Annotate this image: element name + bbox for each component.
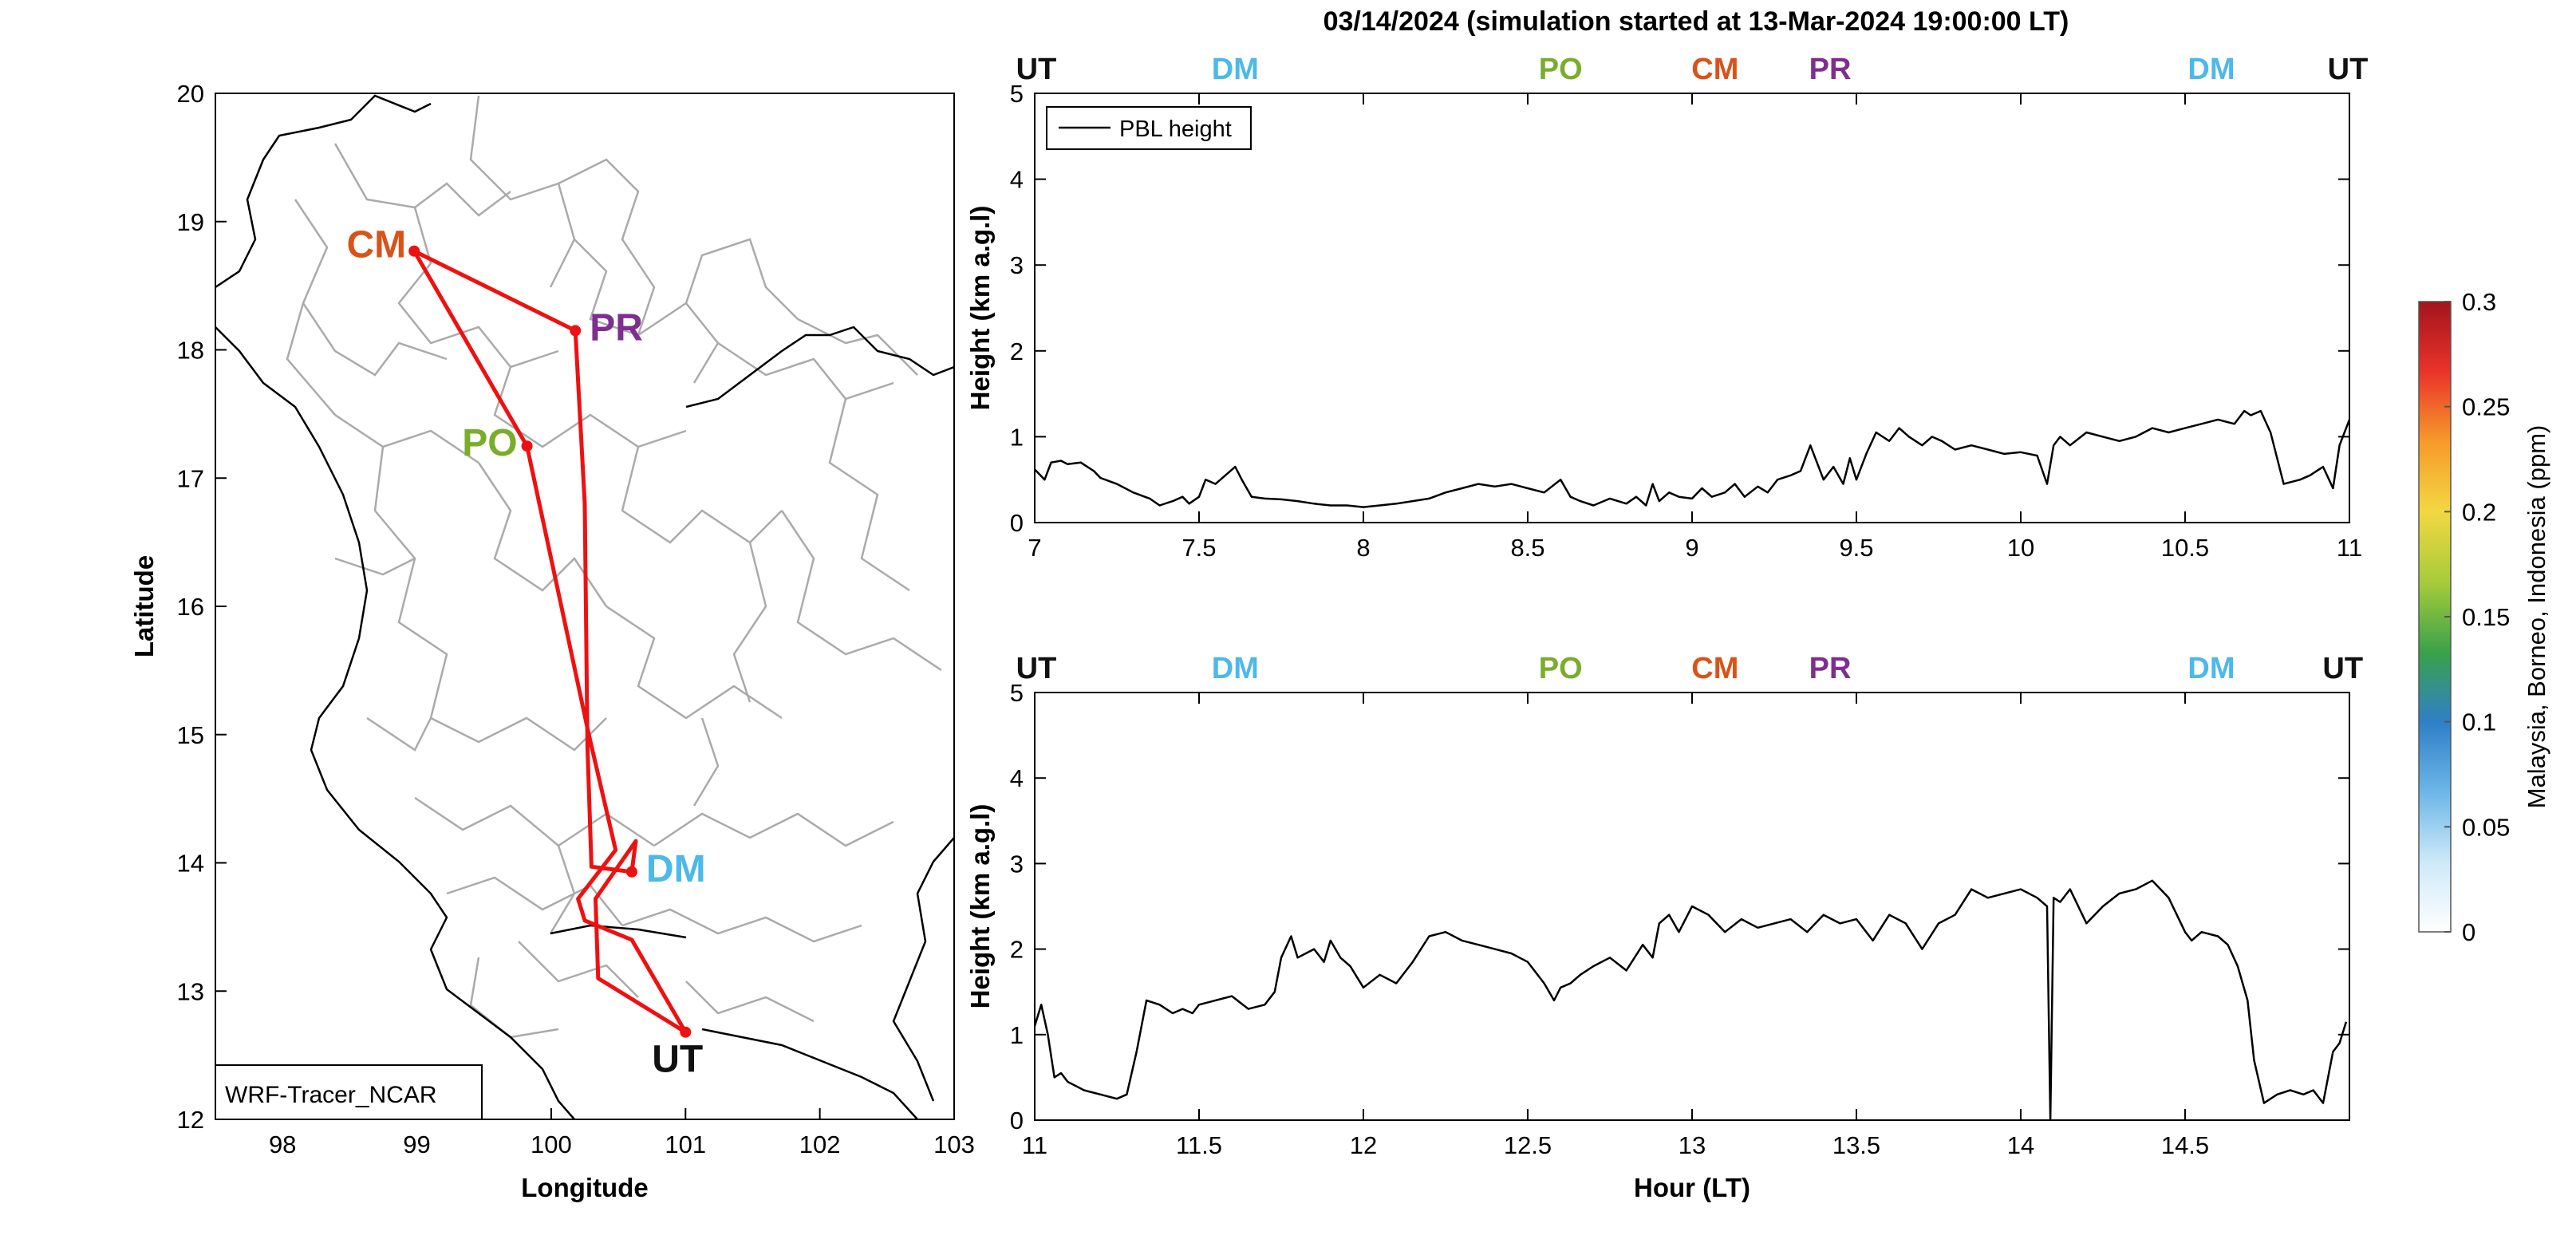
- colorbar-label: Malaysia, Borneo, Indonesia (ppm): [2523, 425, 2550, 809]
- p1-xtick-label: 9: [1685, 534, 1698, 562]
- site-label-pr: PR: [590, 306, 643, 349]
- colorbar: 0 0.05 0.1 0.15 0.2 0.25 0.3 Malaysia, Borneo,…: [2418, 288, 2550, 946]
- p1-marker-po: PO: [1539, 53, 1583, 86]
- pbl-panel-top: 7 7.5 8 8.5 9 9.5 10 10.5 11 0 1 2 3 4 5 UT DM PO CM PR DM U…: [965, 53, 2368, 562]
- colorbar-tick-label: 0.2: [2462, 498, 2496, 526]
- site-marker-pr: [570, 325, 582, 337]
- p2-marker-cm: CM: [1691, 652, 1738, 685]
- bottom-panel-ylabel: Height (km a.g.l): [965, 804, 995, 1009]
- p2-pbl-line: [1035, 879, 2348, 1120]
- p2-marker-pr: PR: [1809, 652, 1852, 685]
- map-xtick-label: 102: [799, 1131, 841, 1158]
- p1-xtick-label: 11: [2337, 534, 2362, 562]
- top-panel-legend-text: PBL height: [1119, 116, 1232, 142]
- map-ytick-label: 13: [177, 977, 204, 1005]
- map-ytick-label: 17: [177, 464, 204, 492]
- colorbar-tick-label: 0.3: [2462, 288, 2496, 316]
- map-ytick-label: 19: [177, 208, 204, 236]
- map-xtick-label: 100: [531, 1131, 572, 1158]
- p1-xtick-label: 8.5: [1510, 534, 1544, 562]
- map-ytick-label: 16: [177, 593, 204, 621]
- p1-xtick-label: 9.5: [1839, 534, 1873, 562]
- p2-marker-ut: UT: [2322, 652, 2363, 685]
- p2-ytick-label: 4: [1010, 764, 1024, 792]
- site-label-dm: DM: [646, 848, 706, 890]
- p2-xtick-label: 14: [2007, 1131, 2034, 1159]
- bottom-panel-xlabel: Hour (LT): [1634, 1173, 1750, 1202]
- p1-ytick-label: 2: [1010, 337, 1024, 365]
- map-legend-text: WRF-Tracer_NCAR: [225, 1082, 437, 1108]
- p2-xtick-label: 11: [1022, 1131, 1047, 1159]
- p1-xtick-label: 7: [1028, 534, 1041, 562]
- p1-xtick-label: 10: [2007, 534, 2034, 562]
- coastline: [215, 94, 954, 1119]
- p1-xtick-label: 7.5: [1181, 534, 1216, 562]
- p2-xtick-label: 12.5: [1504, 1131, 1552, 1159]
- colorbar-tick-label: 0.25: [2462, 393, 2510, 421]
- site-marker-dm: [625, 866, 637, 878]
- p2-marker-dm: DM: [1212, 652, 1259, 685]
- site-label-po: PO: [462, 422, 517, 464]
- p2-xtick-label: 13.5: [1832, 1131, 1880, 1159]
- p2-xtick-label: 14.5: [2161, 1131, 2209, 1159]
- map-xlabel: Longitude: [521, 1173, 648, 1202]
- p2-xtick-label: 11.5: [1176, 1131, 1222, 1159]
- p1-marker-pr: PR: [1809, 53, 1852, 86]
- map-xtick-label: 101: [665, 1131, 706, 1158]
- colorbar-tick-label: 0.15: [2462, 603, 2510, 631]
- p2-xtick-label: 12: [1350, 1131, 1377, 1159]
- p2-marker-dm: DM: [2187, 652, 2235, 685]
- p1-marker-dm: DM: [1212, 53, 1259, 86]
- top-panel-ylabel: Height (km a.g.l): [965, 206, 995, 411]
- colorbar-tick-label: 0.05: [2462, 813, 2510, 841]
- p2-ytick-label: 5: [1010, 679, 1024, 707]
- map-ytick-label: 14: [177, 850, 204, 878]
- site-marker-po: [521, 440, 533, 452]
- p1-marker-ut: UT: [1016, 53, 1057, 86]
- p1-ytick-label: 1: [1010, 423, 1024, 451]
- p1-ytick-label: 4: [1010, 166, 1024, 194]
- map-ytick-label: 20: [177, 80, 204, 108]
- p1-marker-dm: DM: [2187, 53, 2235, 86]
- map-ytick-label: 15: [177, 721, 204, 749]
- map-ytick-label: 12: [177, 1106, 204, 1134]
- map-xtick-label: 98: [269, 1131, 296, 1158]
- map-xtick-label: 103: [933, 1131, 975, 1158]
- map-ytick-label: 18: [177, 337, 204, 365]
- map-xtick-label: 99: [403, 1131, 430, 1158]
- map-legend: WRF-Tracer_NCAR: [215, 1064, 483, 1120]
- site-marker-ut: [680, 1026, 692, 1038]
- figure-title: 03/14/2024 (simulation started at 13-Mar…: [1324, 6, 2069, 37]
- p2-ytick-label: 3: [1010, 850, 1024, 878]
- p1-xtick-label: 8: [1356, 534, 1370, 562]
- colorbar-tick-label: 0.1: [2462, 708, 2496, 736]
- p2-ytick-label: 1: [1010, 1021, 1024, 1049]
- map-ylabel: Latitude: [129, 555, 159, 657]
- p2-marker-po: PO: [1539, 652, 1583, 685]
- p1-marker-cm: CM: [1691, 53, 1738, 86]
- colorbar-tick-label: 0: [2462, 918, 2475, 946]
- p1-marker-ut: UT: [2328, 53, 2369, 86]
- p1-xtick-label: 10.5: [2161, 534, 2209, 562]
- top-panel-legend: PBL height: [1046, 106, 1252, 150]
- p2-xtick-label: 13: [1679, 1131, 1706, 1159]
- site-label-ut: UT: [652, 1039, 703, 1081]
- p2-ytick-label: 2: [1010, 936, 1024, 964]
- p1-pbl-line: [1035, 409, 2349, 508]
- p1-ytick-label: 0: [1010, 509, 1024, 537]
- site-label-cm: CM: [347, 224, 407, 266]
- site-marker-cm: [408, 245, 420, 257]
- p2-marker-ut: UT: [1016, 652, 1057, 685]
- map-panel: CM PR PO DM UT 98 99 100 101 102 103 12 13 14 15 16 17 1…: [129, 80, 975, 1202]
- p1-ytick-label: 3: [1010, 251, 1024, 279]
- p1-ytick-label: 5: [1010, 80, 1024, 108]
- p2-ytick-label: 0: [1010, 1107, 1024, 1135]
